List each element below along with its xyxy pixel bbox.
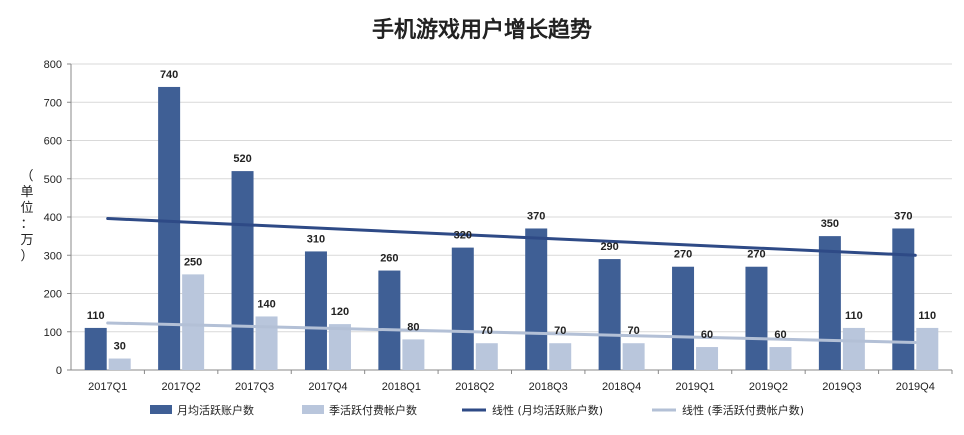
x-tick-label: 2018Q2: [455, 381, 494, 393]
y-axis-label-char: ）: [20, 249, 33, 264]
data-label: 350: [821, 218, 839, 230]
bar-quarterly-paying: [402, 339, 425, 370]
x-tick-label: 2019Q2: [749, 381, 788, 393]
bar-monthly-active: [525, 228, 548, 370]
bar-quarterly-paying: [696, 347, 719, 370]
legend-label: 季活跃付费帐户数: [329, 403, 417, 417]
data-label: 290: [600, 241, 618, 253]
data-label: 520: [233, 153, 251, 165]
y-axis-label: （单位：万）: [20, 169, 33, 264]
x-tick-label: 2017Q2: [162, 381, 201, 393]
y-axis-label-char: 单: [20, 185, 33, 200]
data-label: 140: [257, 298, 275, 310]
bar-monthly-active: [745, 266, 768, 370]
x-tick-label: 2018Q3: [529, 381, 568, 393]
y-tick-label: 200: [44, 289, 62, 301]
data-label: 110: [845, 310, 863, 322]
bar-quarterly-paying: [622, 343, 645, 370]
data-label: 740: [160, 69, 178, 81]
bar-quarterly-paying: [182, 274, 205, 370]
data-label: 110: [918, 310, 936, 322]
data-label: 70: [554, 325, 566, 337]
data-label: 320: [454, 230, 472, 242]
x-tick-label: 2017Q3: [235, 381, 274, 393]
data-label: 270: [747, 249, 765, 261]
data-label: 260: [380, 253, 398, 265]
data-label: 60: [774, 329, 786, 341]
data-label: 120: [331, 306, 349, 318]
trendline-monthly-active: [106, 217, 917, 257]
data-label: 80: [407, 321, 419, 333]
data-label: 270: [674, 249, 692, 261]
x-tick-label: 2017Q4: [308, 381, 347, 393]
y-tick-label: 800: [44, 59, 62, 71]
data-label: 30: [114, 341, 126, 353]
y-axis-label-char: 位: [20, 201, 33, 216]
trendlines: [106, 217, 917, 344]
data-labels: 110 30 740 250 520 140 310 120 260 80 320 70 370 70 29…: [87, 69, 936, 353]
legend: 月均活跃账户数 季活跃付费帐户数 线性 (月均活跃账户数) 线性 (季活跃付费帐户数): [150, 403, 804, 417]
data-label: 70: [481, 325, 493, 337]
y-axis-label-char: ：: [20, 217, 33, 232]
x-tick-label: 2019Q1: [675, 381, 714, 393]
chart-title: 手机游戏用户增长趋势: [372, 17, 592, 43]
y-tick-labels: 0 100 200 300 400 500 600 700 800: [44, 59, 62, 377]
x-tick-label: 2019Q4: [896, 381, 935, 393]
legend-swatch: [302, 405, 324, 414]
bar-monthly-active: [451, 247, 474, 370]
axes: [70, 64, 953, 374]
bar-monthly-active: [892, 228, 915, 370]
y-axis-label-char: （: [20, 169, 33, 184]
y-tick-label: 100: [44, 327, 62, 339]
bar-quarterly-paying: [549, 343, 572, 370]
bar-quarterly-paying: [328, 324, 351, 370]
legend-label: 线性 (季活跃付费帐户数): [682, 403, 804, 417]
legend-label: 月均活跃账户数: [177, 403, 254, 417]
data-label: 370: [894, 210, 912, 222]
data-label: 310: [307, 233, 325, 245]
x-tick-label: 2018Q4: [602, 381, 641, 393]
bar-monthly-active: [231, 171, 254, 370]
x-tick-labels: 2017Q1 2017Q2 2017Q3 2017Q4 2018Q1 2018Q2 2018…: [88, 381, 935, 393]
bar-quarterly-paying: [769, 347, 792, 370]
y-axis-label-char: 万: [20, 233, 33, 248]
y-tick-label: 600: [44, 136, 62, 148]
x-tick-label: 2019Q3: [822, 381, 861, 393]
data-label: 370: [527, 210, 545, 222]
x-tick-label: 2018Q1: [382, 381, 421, 393]
data-label: 250: [184, 256, 202, 268]
trendline-quarterly-paying: [106, 321, 917, 344]
bar-monthly-active: [598, 259, 621, 370]
y-tick-label: 500: [44, 174, 62, 186]
bar-monthly-active: [818, 236, 841, 370]
y-tick-label: 400: [44, 212, 62, 224]
bar-quarterly-paying: [255, 316, 278, 370]
y-tick-label: 700: [44, 97, 62, 109]
bar-monthly-active: [158, 86, 181, 370]
legend-swatch: [150, 405, 172, 414]
data-label: 70: [628, 325, 640, 337]
bar-monthly-active: [84, 327, 107, 370]
data-label: 60: [701, 329, 713, 341]
bar-monthly-active: [672, 266, 695, 370]
y-tick-label: 300: [44, 250, 62, 262]
data-label: 110: [87, 310, 105, 322]
bar-monthly-active: [304, 251, 327, 370]
bar-quarterly-paying: [842, 327, 865, 370]
bar-quarterly-paying: [108, 358, 131, 370]
x-tick-label: 2017Q1: [88, 381, 127, 393]
y-tick-label: 0: [56, 365, 62, 377]
legend-label: 线性 (月均活跃账户数): [492, 403, 603, 417]
gridlines: [67, 63, 952, 371]
bar-quarterly-paying: [475, 343, 498, 370]
bar-monthly-active: [378, 270, 401, 370]
bars: [84, 86, 939, 370]
bar-quarterly-paying: [916, 327, 939, 370]
